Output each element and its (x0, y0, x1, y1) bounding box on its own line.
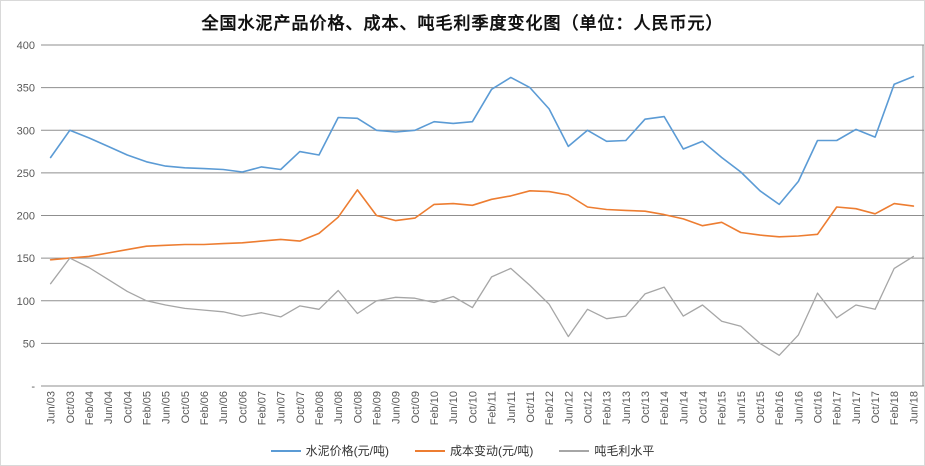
legend-label-margin: 吨毛利水平 (594, 444, 655, 458)
x-tick-label: Oct/03 (65, 391, 77, 423)
legend-item-price: 水泥价格(元/吨) (270, 442, 389, 459)
x-tick-label: Feb/15 (717, 391, 729, 425)
x-tick-label: Oct/09 (410, 391, 422, 423)
series-line-0 (49, 75, 915, 206)
x-tick-label: Feb/16 (774, 391, 786, 425)
x-tick-label: Feb/05 (141, 391, 153, 425)
x-tick-label: Jun/14 (678, 391, 690, 424)
x-tick-label: Jun/15 (736, 391, 748, 424)
x-tick-label: Jun/09 (391, 391, 403, 424)
x-tick-label: Feb/13 (602, 391, 614, 425)
legend-item-margin: 吨毛利水平 (559, 442, 654, 459)
legend-label-cost: 成本变动(元/吨) (449, 444, 534, 458)
x-tick-label: Jun/16 (793, 391, 805, 424)
x-tick-label: Jun/10 (448, 391, 460, 424)
x-tick-label: Feb/04 (84, 391, 96, 425)
x-tick-label: Feb/17 (832, 391, 844, 425)
x-tick-label: Feb/07 (257, 391, 269, 425)
legend-label-price: 水泥价格(元/吨) (305, 444, 389, 458)
y-tick-label: 350 (17, 83, 35, 95)
x-tick-label: Jun/12 (563, 391, 575, 424)
y-tick-label: 100 (17, 296, 35, 308)
x-tick-label: Jun/04 (103, 391, 115, 424)
y-tick-label: 200 (17, 211, 35, 223)
x-tick-label: Feb/10 (429, 391, 441, 425)
x-tick-label: Oct/06 (237, 391, 249, 423)
x-tick-label: Jun/08 (333, 391, 345, 424)
series-line-2 (49, 255, 915, 356)
y-tick-label: 150 (17, 253, 35, 265)
x-tick-label: Jun/06 (218, 391, 230, 424)
margin-line-swatch (559, 449, 590, 452)
price-line-swatch (270, 449, 301, 452)
x-tick-label: Feb/12 (544, 391, 556, 425)
x-tick-label: Jun/07 (276, 391, 288, 424)
x-tick-label: Feb/09 (372, 391, 384, 425)
chart-title: 全国水泥产品价格、成本、吨毛利季度变化图（单位：人民币元） (201, 14, 724, 33)
x-tick-label: Oct/12 (582, 391, 594, 423)
x-tick-label: Oct/17 (870, 391, 882, 423)
x-tick-label: Feb/18 (889, 391, 901, 425)
x-tick-label: Oct/16 (813, 391, 825, 423)
x-tick-label: Jun/13 (621, 391, 633, 424)
x-tick-label: Jun/05 (161, 391, 173, 424)
x-tick-label: Jun/03 (46, 391, 58, 424)
x-tick-label: Feb/14 (659, 391, 671, 425)
x-tick-label: Feb/08 (314, 391, 326, 425)
x-tick-label: Jun/11 (506, 391, 518, 423)
legend-item-cost: 成本变动(元/吨) (414, 442, 534, 459)
y-tick-label: 250 (17, 168, 35, 180)
x-tick-label: Oct/11 (525, 391, 537, 423)
chart-legend: 水泥价格(元/吨) 成本变动(元/吨) 吨毛利水平 (1, 442, 924, 459)
y-tick-label: 50 (23, 338, 35, 350)
cost-line-swatch (414, 449, 445, 452)
x-tick-label: Jun/18 (908, 391, 920, 424)
x-tick-label: Oct/13 (640, 391, 652, 423)
x-tick-label: Oct/15 (755, 391, 767, 423)
x-tick-label: Jun/17 (851, 391, 863, 424)
x-tick-label: Oct/10 (467, 391, 479, 423)
series-line-1 (49, 189, 915, 261)
x-tick-label: Feb/06 (199, 391, 211, 425)
x-tick-label: Oct/04 (122, 391, 134, 423)
y-tick-label: 400 (17, 40, 35, 52)
y-tick-label: 300 (17, 125, 35, 137)
x-tick-label: Oct/07 (295, 391, 307, 423)
x-tick-label: Oct/14 (698, 391, 710, 423)
x-tick-label: Feb/11 (487, 391, 499, 424)
y-tick-label: - (31, 381, 35, 393)
x-tick-label: Oct/05 (180, 391, 192, 423)
x-tick-label: Oct/08 (352, 391, 364, 423)
